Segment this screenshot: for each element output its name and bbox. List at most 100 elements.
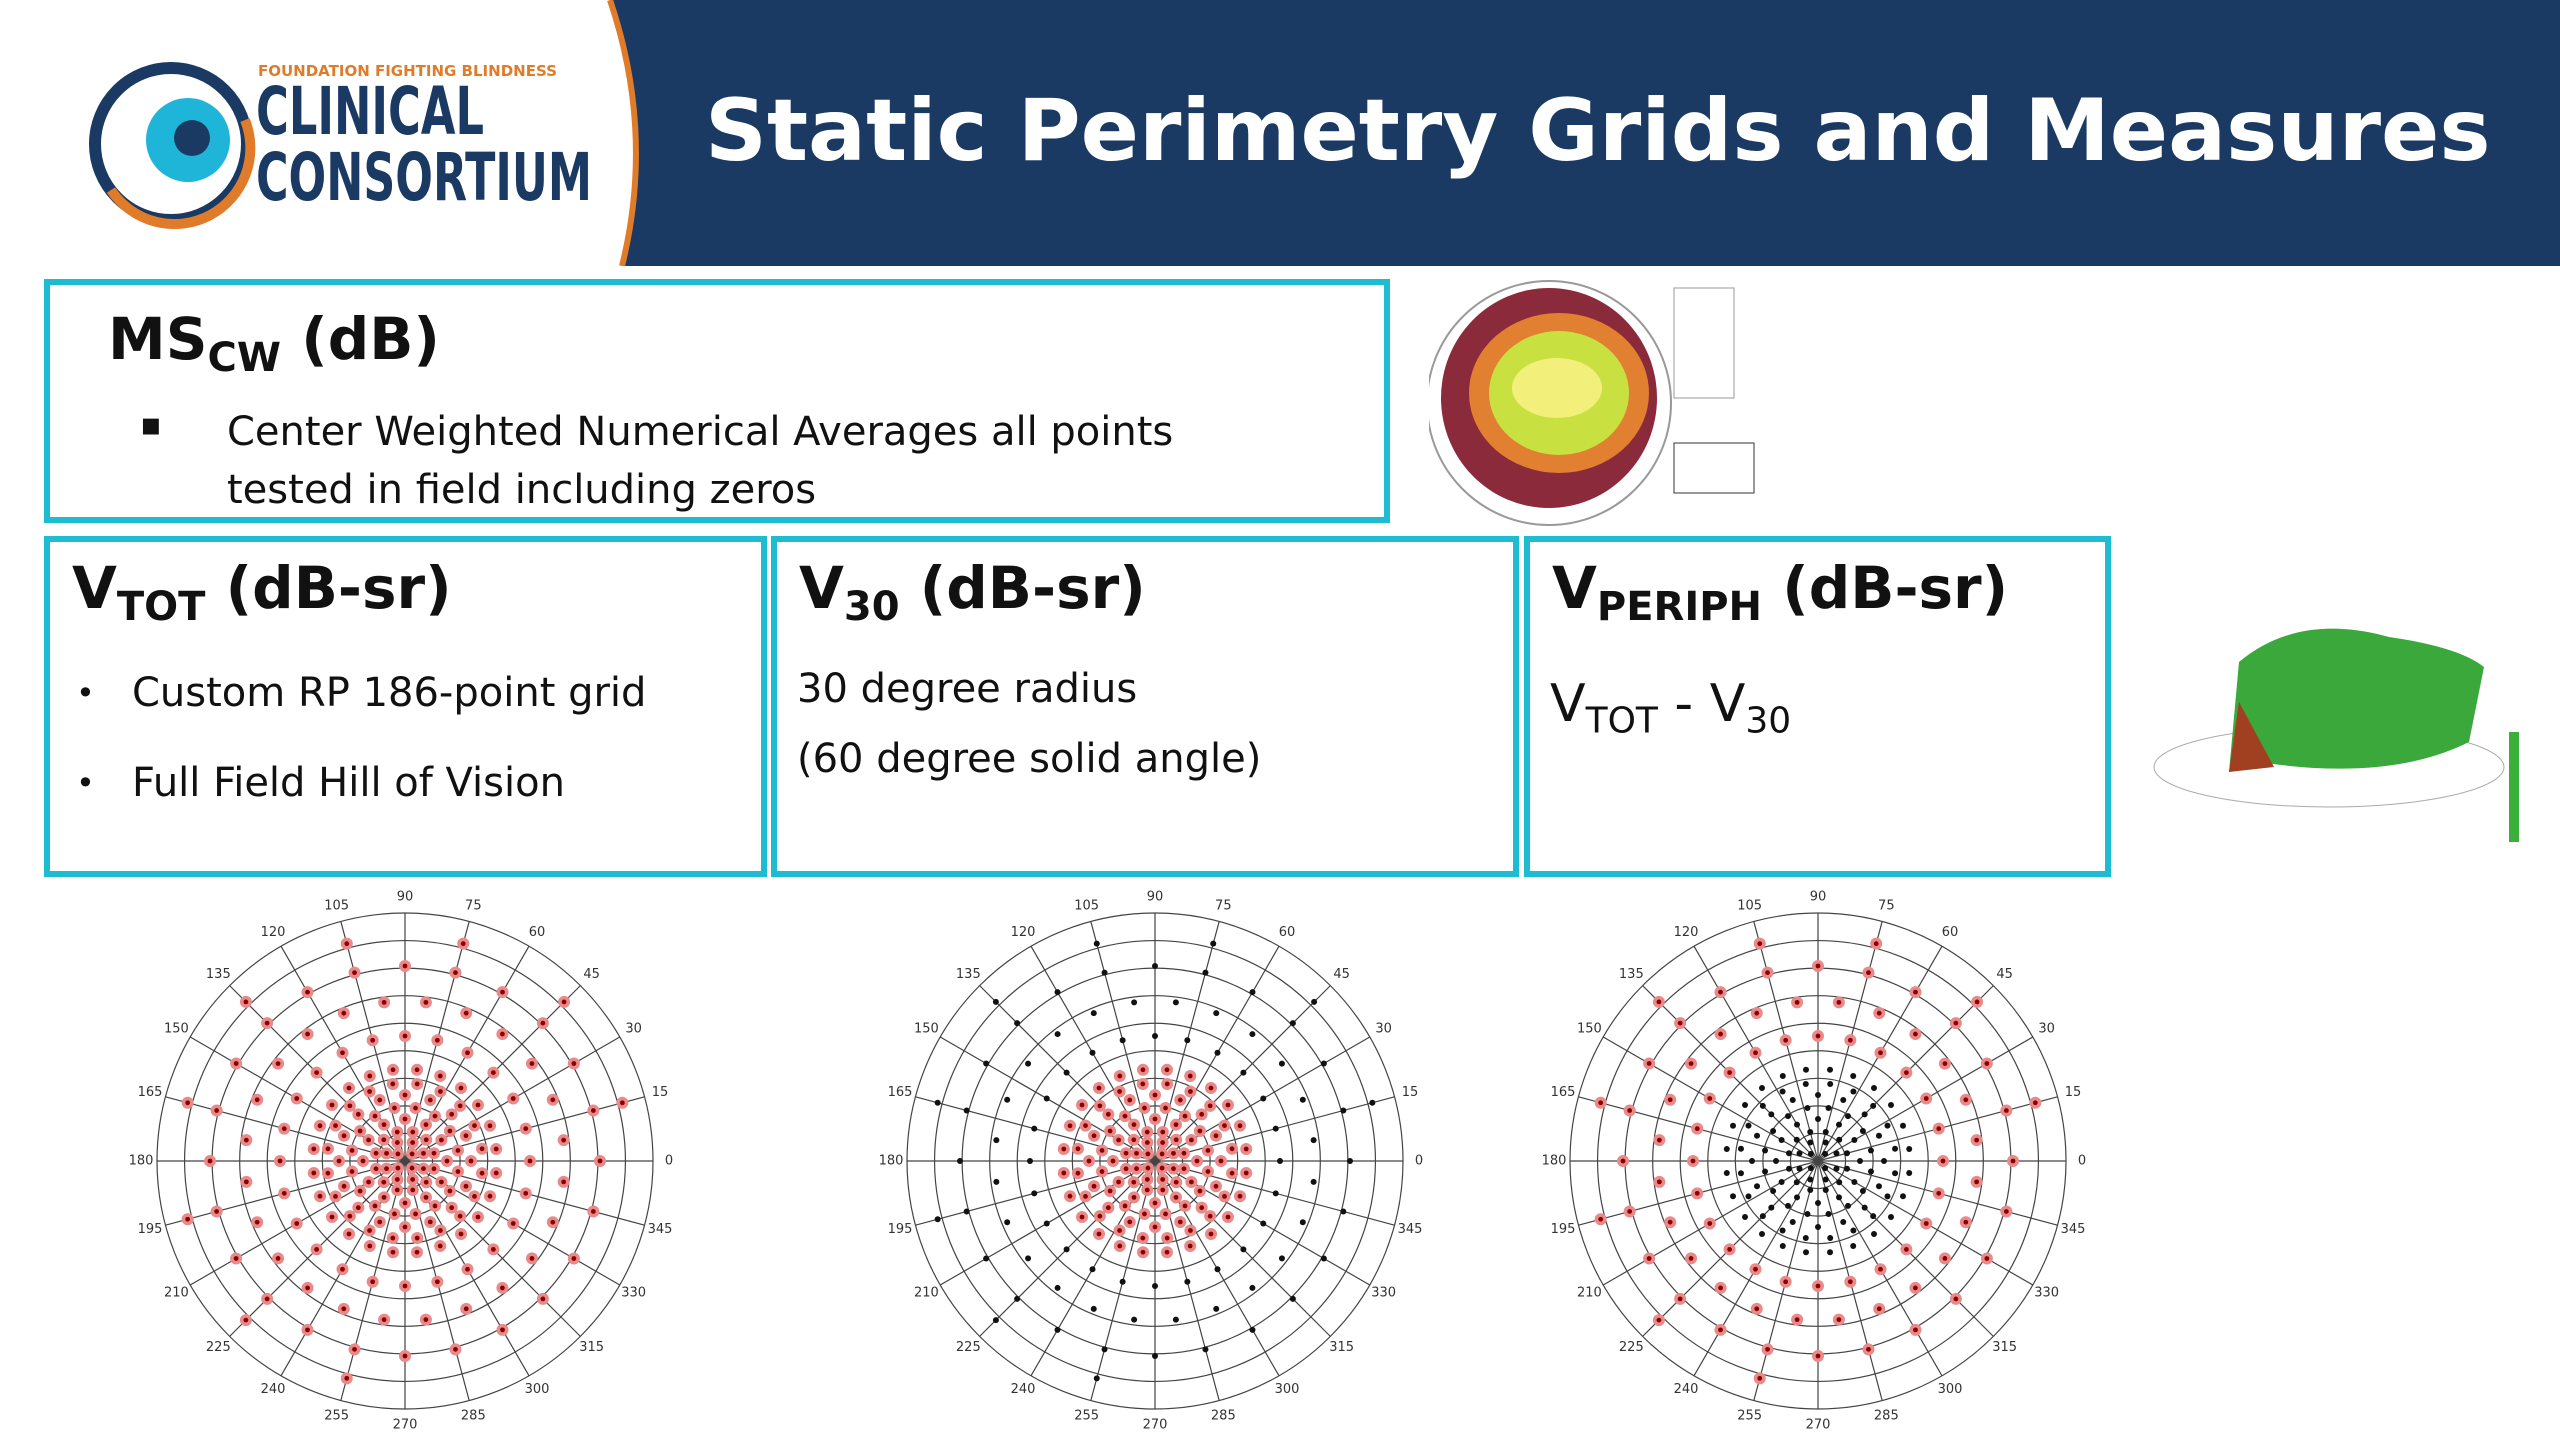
- test-point-center: [377, 1097, 383, 1103]
- test-point-center: [414, 1067, 420, 1073]
- test-point-center: [1718, 1031, 1723, 1037]
- test-point-center: [1140, 1081, 1146, 1087]
- test-point: [1054, 989, 1061, 996]
- angle-label: 45: [1996, 967, 2013, 982]
- test-point-center: [1656, 999, 1662, 1005]
- bullet: •: [76, 674, 95, 712]
- test-point: [1836, 1136, 1843, 1143]
- angle-label: 90: [1147, 890, 1164, 905]
- test-point-center: [409, 1151, 415, 1157]
- test-point: [1784, 1202, 1791, 1209]
- test-point: [1089, 1049, 1096, 1056]
- test-point: [1299, 1096, 1306, 1103]
- test-point-center: [185, 1216, 191, 1222]
- test-point-center: [1079, 1214, 1085, 1220]
- angle-label: 15: [652, 1085, 669, 1100]
- test-point: [1031, 1125, 1038, 1132]
- angle-label: 165: [138, 1085, 163, 1100]
- angle-label: 165: [888, 1085, 913, 1100]
- test-point-center: [1188, 1179, 1194, 1185]
- angle-label: 135: [956, 967, 981, 982]
- test-point: [1054, 1326, 1061, 1333]
- test-point-center: [390, 1081, 396, 1087]
- test-point-center: [453, 970, 458, 976]
- test-point: [1899, 1193, 1906, 1200]
- test-point: [1843, 1150, 1850, 1157]
- test-point-center: [341, 1010, 347, 1016]
- test-point-center: [1142, 1105, 1147, 1111]
- test-point-center: [275, 1061, 281, 1066]
- test-point: [1754, 1132, 1761, 1139]
- test-point-center: [372, 1203, 378, 1209]
- test-point-center: [281, 1190, 287, 1196]
- test-point-center: [1656, 1137, 1662, 1143]
- test-point: [1768, 1111, 1775, 1118]
- test-point-center: [402, 1224, 408, 1230]
- test-point-center: [1942, 1256, 1948, 1261]
- test-point-center: [1134, 1166, 1139, 1172]
- test-point-center: [1182, 1203, 1188, 1209]
- test-point: [1892, 1145, 1899, 1152]
- test-point: [1845, 1113, 1852, 1120]
- angle-label: 240: [261, 1382, 286, 1397]
- test-point-center: [1974, 1137, 1980, 1143]
- test-point: [1054, 1031, 1061, 1038]
- test-point-center: [381, 1179, 387, 1185]
- heading-sub: PERIPH: [1596, 584, 1763, 630]
- test-point-center: [381, 1137, 387, 1143]
- test-point-center: [336, 1158, 342, 1164]
- test-point: [992, 1317, 999, 1324]
- test-point-center: [432, 1203, 438, 1209]
- test-point: [1822, 1165, 1829, 1172]
- test-point-center: [619, 1100, 625, 1106]
- test-point-center: [479, 1146, 485, 1152]
- angle-label: 240: [1011, 1382, 1036, 1397]
- test-point-center: [367, 1243, 373, 1249]
- test-point: [1742, 1214, 1749, 1221]
- test-point-center: [1140, 1249, 1146, 1255]
- test-point-center: [1984, 1061, 1990, 1066]
- test-point: [1802, 1066, 1809, 1073]
- angle-label: 60: [529, 925, 546, 940]
- test-point-center: [1598, 1216, 1604, 1222]
- test-point-center: [1127, 1219, 1133, 1225]
- angle-label: 45: [1333, 967, 1350, 982]
- test-point-center: [550, 1097, 556, 1103]
- test-point-center: [381, 999, 387, 1005]
- test-point-center: [2003, 1209, 2009, 1214]
- angle-label: 225: [1619, 1340, 1644, 1355]
- test-point: [1043, 1095, 1050, 1102]
- test-point-center: [1208, 1085, 1214, 1091]
- test-point-center: [340, 1266, 345, 1272]
- test-point: [1887, 1214, 1894, 1221]
- test-point: [1762, 1147, 1769, 1154]
- test-point-center: [1727, 1246, 1733, 1252]
- test-point: [1870, 1102, 1877, 1109]
- test-point-center: [1213, 1133, 1219, 1139]
- test-point-center: [352, 970, 357, 976]
- test-point-center: [373, 1150, 379, 1156]
- test-point-center: [1181, 1150, 1187, 1156]
- header: FOUNDATION FIGHTING BLINDNESS CLINICAL C…: [0, 0, 2560, 266]
- test-point-center: [1123, 1166, 1129, 1172]
- angle-label: 150: [164, 1022, 189, 1037]
- test-point-center: [1923, 1221, 1929, 1226]
- angle-label: 135: [206, 967, 231, 982]
- test-point-center: [1061, 1146, 1067, 1152]
- test-point: [1815, 1116, 1821, 1122]
- test-point-center: [340, 1050, 345, 1056]
- test-point-center: [1753, 1266, 1758, 1272]
- test-point-center: [384, 1150, 389, 1156]
- test-point: [1759, 1102, 1766, 1109]
- test-point-center: [1134, 1150, 1139, 1156]
- angle-label: 345: [648, 1222, 673, 1237]
- test-point-center: [493, 1146, 499, 1152]
- test-point: [1851, 1137, 1858, 1143]
- test-point-center: [275, 1256, 281, 1261]
- test-point: [1807, 1165, 1814, 1172]
- test-point-center: [1213, 1183, 1219, 1189]
- test-point: [1184, 1037, 1191, 1044]
- logo-arc: [106, 118, 256, 229]
- test-point-center: [1847, 1279, 1853, 1285]
